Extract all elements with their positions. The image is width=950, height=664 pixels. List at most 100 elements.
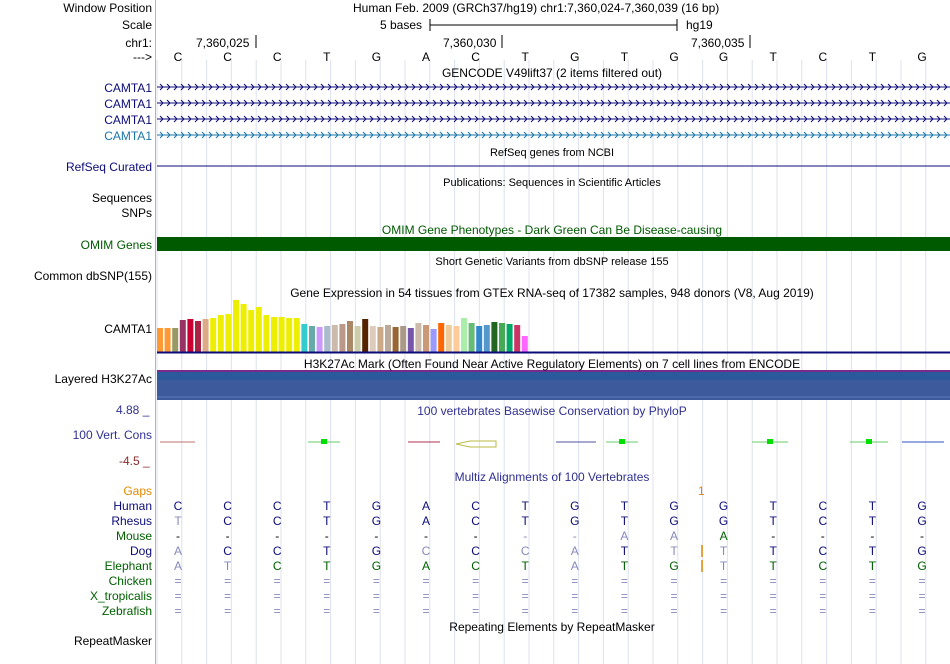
alignment-base: C — [818, 514, 828, 528]
multiz-species-label[interactable]: Chicken — [108, 574, 152, 588]
gtex-track-label[interactable]: CAMTA1 — [104, 322, 152, 336]
strand-chevron — [852, 115, 857, 123]
strand-chevron — [817, 131, 822, 139]
alignment-base: = — [819, 589, 827, 603]
window-position-label: Window Position — [63, 1, 152, 15]
omim-track-title: OMIM Gene Phenotypes - Dark Green Can Be… — [381, 223, 723, 237]
alignment-base: C — [471, 499, 480, 513]
gencode-item-label[interactable]: CAMTA1 — [104, 81, 152, 95]
strand-chevron — [474, 131, 479, 139]
strand-chevron — [180, 131, 185, 139]
multiz-species-label[interactable]: Elephant — [104, 559, 152, 573]
strand-chevron — [516, 115, 521, 123]
strand-chevron — [922, 115, 927, 123]
gencode-transcript[interactable] — [157, 132, 950, 138]
strand-chevron — [705, 115, 710, 123]
coord-label: 7,360,030 — [443, 36, 497, 50]
alignment-base: = — [868, 604, 876, 618]
dbsnp-track-label[interactable]: Common dbSNP(155) — [33, 269, 152, 283]
conservation-track-label[interactable]: 100 Vert. Cons — [72, 428, 152, 442]
gencode-transcript[interactable] — [157, 100, 950, 106]
gencode-item-label[interactable]: CAMTA1 — [104, 113, 152, 127]
strand-chevron — [859, 99, 864, 107]
strand-chevron — [166, 83, 171, 91]
strand-chevron — [180, 99, 185, 107]
gencode-transcript[interactable] — [157, 84, 950, 90]
strand-chevron — [705, 99, 710, 107]
strand-chevron — [404, 99, 409, 107]
strand-chevron — [320, 83, 325, 91]
alignment-base: = — [571, 604, 579, 618]
strand-chevron — [390, 99, 395, 107]
alignment-base: = — [819, 604, 827, 618]
multiz-species-label[interactable]: Mouse — [115, 529, 152, 543]
publications-sequences-label[interactable]: Sequences — [91, 191, 152, 205]
strand-chevron — [201, 83, 206, 91]
gencode-item-label[interactable]: CAMTA1 — [104, 97, 152, 111]
gtex-tissue-bar — [499, 323, 505, 352]
strand-chevron — [845, 99, 850, 107]
omim-track-label[interactable]: OMIM Genes — [80, 238, 152, 252]
strand-chevron — [894, 115, 899, 123]
strand-chevron — [292, 115, 297, 123]
strand-chevron — [355, 99, 360, 107]
strand-chevron — [341, 83, 346, 91]
strand-chevron — [593, 83, 598, 91]
strand-chevron — [425, 131, 430, 139]
strand-chevron — [810, 99, 815, 107]
alignment-base: A — [173, 544, 182, 558]
omim-feature-bar[interactable] — [157, 237, 950, 251]
gtex-tissue-bar — [202, 319, 209, 352]
gencode-transcript[interactable] — [157, 116, 950, 122]
multiz-species-label[interactable]: X_tropicalis — [89, 589, 152, 603]
alignment-base: = — [918, 589, 926, 603]
gtex-tissue-bar — [195, 321, 201, 352]
gtex-tissue-bar — [248, 310, 255, 352]
multiz-species-label[interactable]: Rhesus — [111, 514, 152, 528]
alignment-base: = — [372, 604, 380, 618]
strand-chevron — [586, 115, 591, 123]
alignment-base: C — [223, 499, 232, 513]
reference-base: T — [521, 50, 529, 64]
gtex-tissue-bar — [521, 336, 528, 352]
alignment-base: T — [620, 544, 629, 558]
gtex-tissue-bar — [453, 326, 460, 352]
strand-chevron — [614, 131, 619, 139]
alignment-base: = — [372, 589, 380, 603]
strand-chevron — [761, 83, 766, 91]
multiz-species-label[interactable]: Dog — [129, 544, 152, 558]
strand-chevron — [670, 99, 675, 107]
strand-chevron — [579, 115, 584, 123]
multiz-species-label[interactable]: Zebrafish — [101, 604, 152, 618]
strand-chevron — [418, 115, 423, 123]
strand-chevron — [719, 83, 724, 91]
strand-chevron — [796, 131, 801, 139]
strand-chevron — [803, 83, 808, 91]
strand-chevron — [915, 131, 920, 139]
alignment-base: A — [719, 529, 728, 543]
strand-chevron — [929, 99, 934, 107]
publications-snps-label[interactable]: SNPs — [121, 206, 152, 220]
strand-chevron — [572, 115, 577, 123]
strand-chevron — [593, 115, 598, 123]
multiz-species-label[interactable]: Human — [113, 499, 152, 513]
alignment-base: T — [769, 514, 777, 528]
alignment-base: C — [818, 499, 828, 513]
strand-chevron — [873, 131, 878, 139]
strand-chevron — [607, 131, 612, 139]
strand-chevron — [285, 99, 290, 107]
strand-chevron — [628, 83, 633, 91]
gencode-item-label[interactable]: CAMTA1 — [104, 129, 152, 143]
gtex-tissue-bar — [316, 327, 323, 352]
strand-chevron — [467, 131, 472, 139]
strand-chevron — [943, 115, 948, 123]
repeatmasker-track-label[interactable]: RepeatMasker — [73, 634, 152, 648]
alignment-base: T — [174, 514, 182, 528]
strand-chevron — [383, 115, 388, 123]
h3k27ac-track-label[interactable]: Layered H3K27Ac — [54, 372, 152, 386]
strand-chevron — [411, 83, 416, 91]
refseq-track-label[interactable]: RefSeq Curated — [65, 160, 152, 174]
strand-chevron — [194, 115, 199, 123]
strand-chevron — [257, 83, 262, 91]
alignment-base: C — [471, 544, 480, 558]
